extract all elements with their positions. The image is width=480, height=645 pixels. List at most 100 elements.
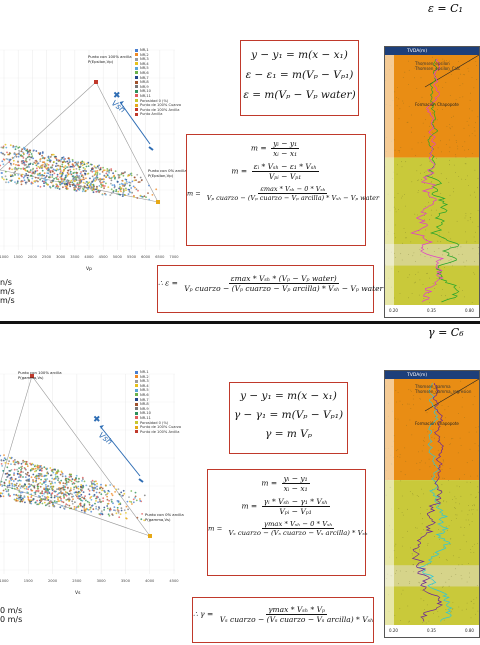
scatter-point (89, 506, 92, 509)
texture-dot (450, 575, 452, 577)
scatter-point (89, 177, 91, 180)
scatter-point (59, 473, 62, 476)
scatter-point (91, 486, 94, 489)
scatter-point (96, 171, 99, 174)
scatter-point (82, 161, 85, 164)
vsh-arrow (119, 101, 151, 145)
scatter-point (74, 180, 76, 182)
texture-dot (475, 497, 476, 499)
scatter-point (15, 182, 18, 185)
scatter-point (32, 498, 35, 500)
texture-dot (453, 191, 454, 193)
texture-dot (470, 552, 472, 553)
scatter-point (30, 483, 33, 486)
scatter-point (61, 156, 64, 159)
x-tick-label: 1500 (24, 579, 34, 583)
texture-dot (433, 171, 434, 173)
scatter-point (60, 175, 63, 178)
x-tick-label: 1000 (0, 579, 9, 583)
scatter-point (99, 190, 101, 192)
scatter-point (113, 485, 115, 488)
scatter-point (10, 456, 13, 459)
texture-dot (418, 179, 419, 181)
texture-dot (467, 220, 469, 222)
texture-dot (458, 61, 459, 62)
scatter-point (130, 490, 133, 492)
texture-dot (415, 281, 416, 283)
texture-dot (444, 267, 445, 268)
scatter-point (105, 193, 107, 196)
scatter-point (14, 148, 17, 151)
scatter-point (23, 496, 26, 498)
scatter-point (114, 491, 116, 493)
scatter-point (72, 177, 75, 180)
texture-dot (395, 450, 397, 452)
texture-dot (414, 549, 416, 551)
texture-dot (418, 391, 420, 393)
legend-swatch (135, 62, 138, 66)
scatter-point (6, 476, 8, 479)
scatter-point (77, 176, 80, 178)
legend-label: NR-4 (140, 383, 149, 388)
corner-formula: γ = C₆ (428, 326, 464, 339)
scatter-point (27, 174, 29, 177)
texture-dot (418, 101, 420, 103)
scatter-point (36, 179, 38, 182)
scatter-point (46, 467, 49, 470)
scatter-point (47, 502, 50, 504)
texture-dot (463, 261, 465, 263)
texture-dot (466, 481, 468, 483)
texture-dot (446, 60, 447, 61)
scatter-point (28, 158, 31, 161)
x-tick-label: 4000 (145, 579, 155, 583)
scatter-point (49, 166, 52, 169)
legend-label: NR-10 (140, 411, 151, 416)
scatter-point (50, 474, 53, 477)
texture-dot (430, 233, 432, 235)
scatter-point (39, 174, 41, 177)
legend-label: NR-2 (140, 374, 149, 379)
scatter-point (0, 492, 2, 495)
scatter-point (21, 148, 23, 150)
legend-swatch (135, 407, 138, 411)
texture-dot (398, 271, 399, 273)
scatter-point (99, 512, 102, 515)
scatter-point (140, 518, 143, 521)
scatter-point (94, 166, 97, 169)
texture-dot (467, 514, 469, 516)
scatter-point (0, 480, 3, 483)
scatter-point (20, 462, 23, 465)
scatter-point (72, 172, 75, 175)
scatter-point (29, 149, 32, 152)
scatter-point (82, 491, 85, 493)
scatter-point (83, 509, 86, 512)
scatter-point (51, 164, 54, 166)
texture-dot (476, 475, 478, 477)
scatter-point (117, 174, 120, 176)
scatter-point (34, 170, 37, 173)
scatter-point (148, 184, 150, 187)
scatter-point (51, 166, 53, 168)
scatter-point (92, 508, 95, 511)
scatter-point (64, 482, 67, 485)
scatter-point (56, 501, 58, 503)
texture-dot (422, 612, 424, 614)
scatter-point (37, 162, 40, 165)
scatter-point (65, 503, 68, 506)
scatter-point (127, 193, 130, 196)
legend-item: NR-2 (135, 375, 181, 380)
scatter-point (91, 482, 93, 485)
legend-label: Punto Arcilla (140, 112, 163, 117)
scatter-point (84, 186, 86, 189)
scatter-point (57, 479, 59, 481)
texture-dot (445, 295, 446, 297)
scatter-point (103, 506, 106, 509)
scatter-point (67, 481, 70, 483)
texture-dot (460, 380, 462, 382)
log-header: TVDA(m) (407, 373, 428, 378)
texture-dot (420, 385, 421, 387)
scatter-point (49, 185, 51, 188)
scatter-point (89, 485, 91, 487)
scatter-point (103, 169, 106, 172)
scatter-point (141, 513, 144, 515)
